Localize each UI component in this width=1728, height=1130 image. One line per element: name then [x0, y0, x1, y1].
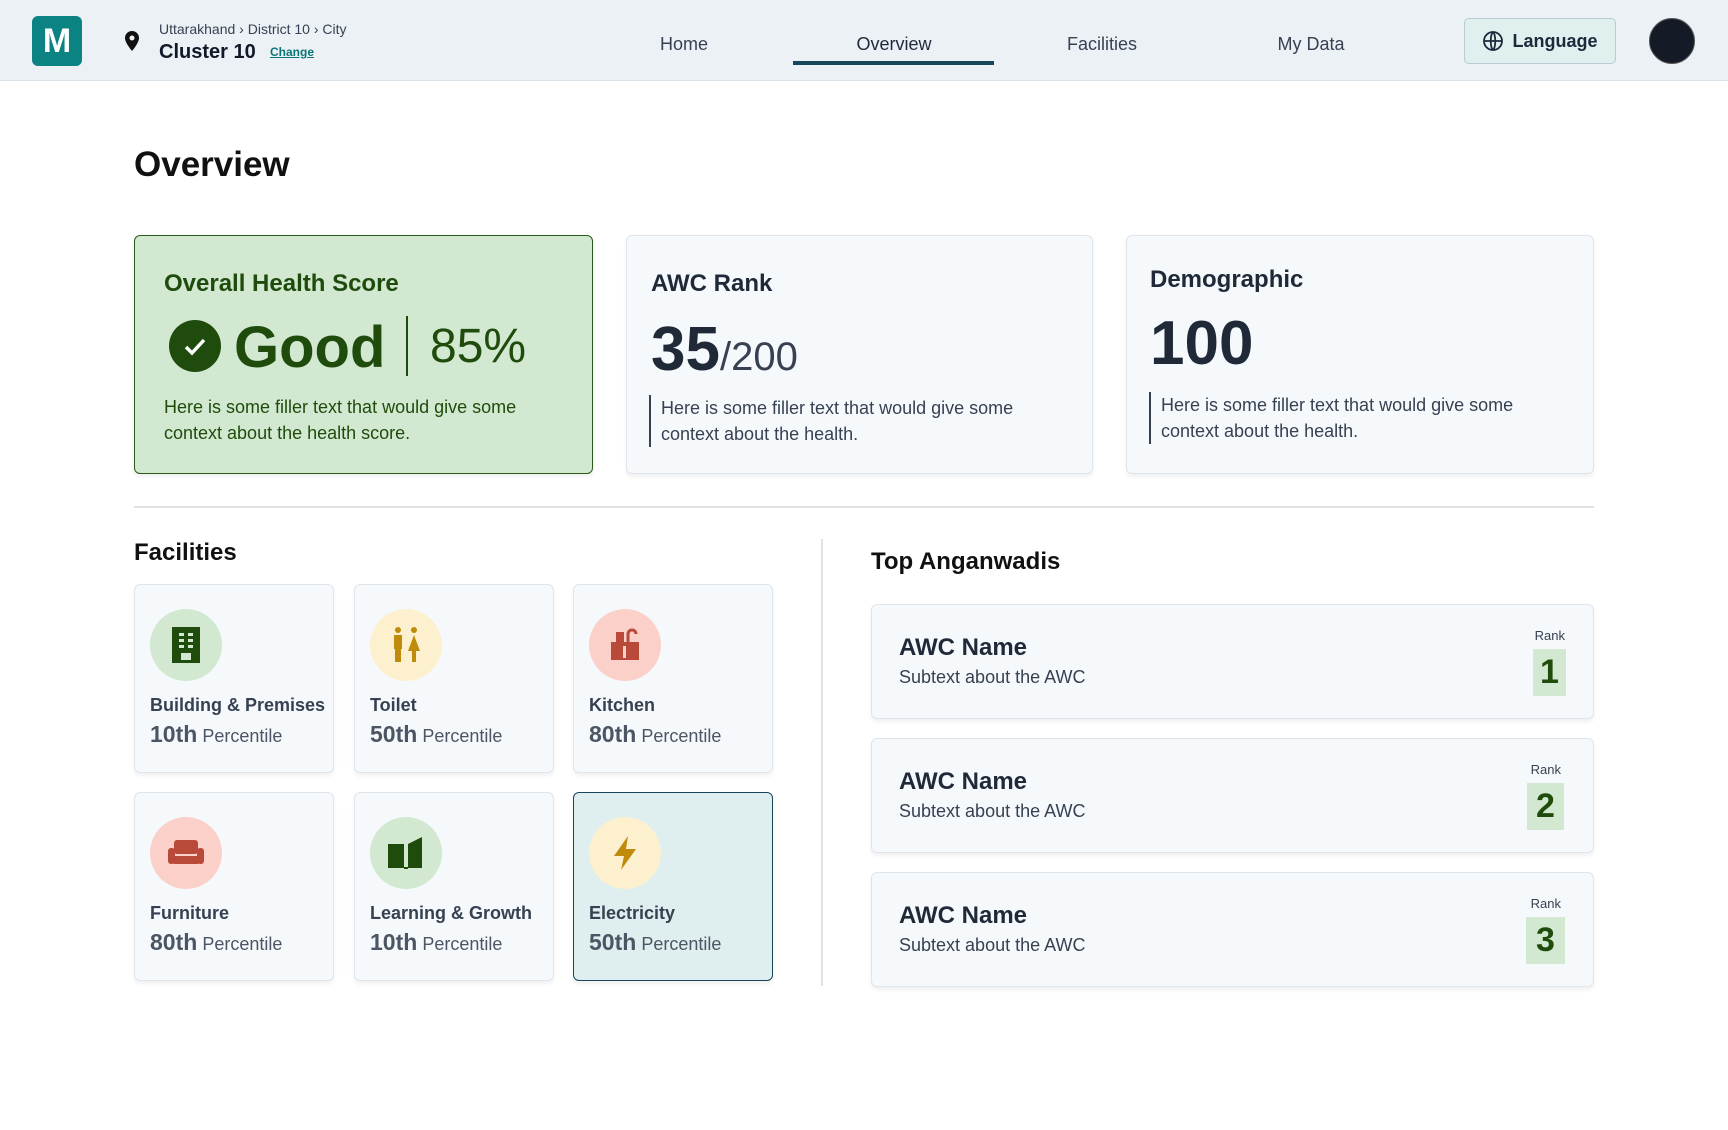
- demographic-card: Demographic 100 Here is some filler text…: [1126, 235, 1594, 474]
- nav-facilities[interactable]: Facilities: [1066, 34, 1138, 54]
- facility-card-learning[interactable]: Learning & Growth 10th Percentile: [354, 792, 554, 981]
- change-location-link[interactable]: Change: [270, 45, 315, 59]
- chevron-right-icon: ›: [239, 21, 244, 37]
- awc-name: AWC Name: [899, 634, 1028, 661]
- building-icon: [150, 609, 222, 681]
- facility-percentile: 80th Percentile: [150, 929, 283, 955]
- check-circle-icon: [169, 320, 221, 372]
- rank-badge: 1: [1533, 649, 1566, 696]
- nav-my-data[interactable]: My Data: [1277, 34, 1345, 54]
- facility-card-building[interactable]: Building & Premises 10th Percentile: [134, 584, 334, 773]
- demographic-description: Here is some filler text that would give…: [1149, 392, 1569, 444]
- breadcrumb-district[interactable]: District 10: [247, 21, 310, 37]
- facility-name: Electricity: [589, 903, 676, 923]
- facility-name: Building & Premises: [150, 695, 326, 715]
- health-percent: 85%: [430, 320, 527, 373]
- card-title: Overall Health Score: [164, 270, 399, 297]
- book-icon: [370, 817, 442, 889]
- card-title: Demographic: [1150, 266, 1304, 293]
- facility-name: Kitchen: [589, 695, 656, 715]
- rank-badge: 3: [1526, 917, 1565, 964]
- rank-label: Rank: [1530, 896, 1561, 911]
- awc-subtext: Subtext about the AWC: [899, 667, 1086, 687]
- facility-percentile: 10th Percentile: [370, 929, 503, 955]
- language-label: Language: [1512, 30, 1598, 51]
- awc-list-item[interactable]: AWC Name Subtext about the AWC Rank 2: [871, 738, 1594, 853]
- facility-percentile: 10th Percentile: [150, 721, 283, 747]
- facility-card-furniture[interactable]: Furniture 80th Percentile: [134, 792, 334, 981]
- top-nav: M Uttarakhand › District 10 › City Clust…: [0, 0, 1728, 81]
- chevron-right-icon: ›: [313, 21, 319, 37]
- breadcrumb: Uttarakhand › District 10 › City: [159, 21, 347, 37]
- toilet-icon: [370, 609, 442, 681]
- rank-number: 35: [651, 315, 720, 384]
- awc-rank-card: AWC Rank 35/200 Here is some filler text…: [626, 235, 1093, 474]
- awc-name: AWC Name: [899, 768, 1028, 795]
- nav-overview[interactable]: Overview: [856, 34, 932, 54]
- demographic-value: 100: [1150, 309, 1254, 378]
- rank-badge: 2: [1527, 783, 1564, 830]
- awc-list-item[interactable]: AWC Name Subtext about the AWC Rank 1: [871, 604, 1594, 719]
- awc-name: AWC Name: [899, 902, 1028, 929]
- rank-total: /200: [719, 335, 798, 379]
- facility-name: Learning & Growth: [370, 903, 532, 923]
- awc-list-item[interactable]: AWC Name Subtext about the AWC Rank 3: [871, 872, 1594, 987]
- health-description: Here is some filler text that would give…: [164, 397, 517, 443]
- active-tab-indicator: [793, 61, 994, 65]
- facilities-heading: Facilities: [134, 539, 237, 566]
- kitchen-icon: [589, 609, 661, 681]
- facility-card-toilet[interactable]: Toilet 50th Percentile: [354, 584, 554, 773]
- lightning-icon: [589, 817, 661, 889]
- facility-percentile: 80th Percentile: [589, 721, 722, 747]
- page-title: Overview: [134, 145, 290, 184]
- sofa-icon: [150, 817, 222, 889]
- nav-home[interactable]: Home: [659, 34, 709, 54]
- health-status: Good: [234, 315, 386, 380]
- facility-card-kitchen[interactable]: Kitchen 80th Percentile: [573, 584, 773, 773]
- card-title: AWC Rank: [651, 270, 773, 297]
- rank-label: Rank: [1530, 762, 1561, 777]
- divider: [406, 316, 408, 376]
- facility-name: Furniture: [150, 903, 229, 923]
- awc-subtext: Subtext about the AWC: [899, 801, 1086, 821]
- user-avatar[interactable]: [1649, 18, 1695, 64]
- facility-percentile: 50th Percentile: [370, 721, 503, 747]
- cluster-name: Cluster 10: [159, 41, 256, 63]
- rank-value: 35/200: [651, 314, 798, 385]
- facility-card-electricity[interactable]: Electricity 50th Percentile: [573, 792, 773, 981]
- section-divider: [134, 506, 1594, 508]
- app-logo[interactable]: M: [32, 16, 82, 66]
- rank-description: Here is some filler text that would give…: [649, 395, 1069, 447]
- facility-percentile: 50th Percentile: [589, 929, 722, 955]
- rank-label: Rank: [1534, 628, 1565, 643]
- breadcrumb-state[interactable]: Uttarakhand: [159, 21, 236, 37]
- top-anganwadis-heading: Top Anganwadis: [871, 548, 1061, 575]
- health-score-card: Overall Health Score Good 85% Here is so…: [134, 235, 593, 474]
- column-divider: [821, 539, 823, 986]
- location-pin-icon: [125, 31, 139, 51]
- breadcrumb-city[interactable]: City: [322, 21, 347, 37]
- language-button[interactable]: Language: [1464, 18, 1616, 64]
- awc-subtext: Subtext about the AWC: [899, 935, 1086, 955]
- facility-name: Toilet: [370, 695, 417, 715]
- globe-icon: [1483, 31, 1504, 51]
